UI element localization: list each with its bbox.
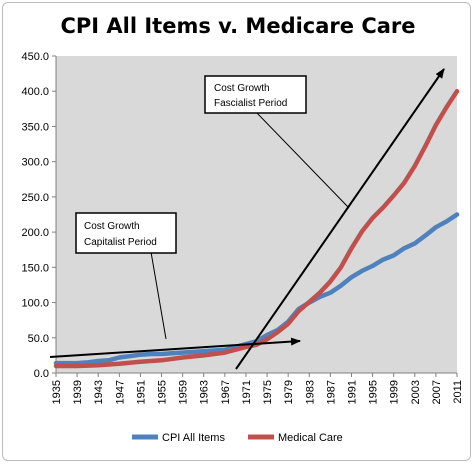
capitalist-trend-arrow xyxy=(49,337,301,358)
x-tick-label: 1935 xyxy=(51,380,63,404)
x-tick-label: 1955 xyxy=(157,380,169,404)
x-tick-label: 1995 xyxy=(368,380,380,404)
x-tick-label: 2011 xyxy=(452,380,464,404)
capitalist-callout-line1: Cost Growth xyxy=(84,221,140,232)
capitalist-callout-pointer xyxy=(150,251,167,340)
y-tick-label: 450.0 xyxy=(21,51,49,63)
legend-label-cpi: CPI All Items xyxy=(162,432,225,444)
x-tick-label: 1979 xyxy=(283,380,295,404)
y-tick-label: 50.0 xyxy=(28,333,49,345)
legend: CPI All Items Medical Care xyxy=(132,432,343,444)
series-layer xyxy=(53,88,460,369)
x-tick-label: 1939 xyxy=(72,380,84,404)
fascialist-callout: Cost Growth Fascialist Period xyxy=(204,75,307,114)
x-tick-label: 2003 xyxy=(410,380,422,404)
fascialist-trend-arrow xyxy=(235,68,445,370)
y-tick-label: 150.0 xyxy=(21,262,49,274)
y-tick-label: 250.0 xyxy=(21,192,49,204)
series-line-cpi-all-items xyxy=(53,212,460,366)
x-tick-label: 1983 xyxy=(304,380,316,404)
x-tick-label: 1951 xyxy=(135,380,147,404)
x-tick-label: 1963 xyxy=(199,380,211,404)
fascialist-callout-line1: Cost Growth xyxy=(214,83,270,94)
y-tick-label: 350.0 xyxy=(21,121,49,133)
y-tick-label: 100.0 xyxy=(21,298,49,310)
x-tick-label: 1999 xyxy=(389,380,401,404)
y-tick-label: 200.0 xyxy=(21,227,49,239)
fascialist-callout-pointer xyxy=(255,111,350,209)
x-axis-ticks: 1935 1939 1943 1947 1951 1955 1959 1963 1967 1971… xyxy=(51,373,464,404)
capitalist-callout: Cost Growth Capitalist Period xyxy=(75,212,177,254)
y-tick-label: 400.0 xyxy=(21,86,49,98)
series-line-medical-care xyxy=(53,88,460,369)
capitalist-callout-line2: Capitalist Period xyxy=(84,237,157,248)
x-tick-label: 1975 xyxy=(262,380,274,404)
fascialist-callout-line2: Fascialist Period xyxy=(214,98,287,109)
x-tick-label: 1967 xyxy=(220,380,232,404)
y-tick-label: 300.0 xyxy=(21,157,49,169)
x-tick-label: 1971 xyxy=(241,380,253,404)
legend-label-medical: Medical Care xyxy=(278,432,343,444)
x-tick-label: 1959 xyxy=(178,380,190,404)
y-tick-label: 0.0 xyxy=(34,368,49,380)
x-tick-label: 2007 xyxy=(431,380,443,404)
y-axis-ticks: 0.0 50.0 100.0 150.0 200.0 250.0 300.0 350.0 400… xyxy=(21,51,56,380)
x-tick-label: 1943 xyxy=(93,380,105,404)
x-tick-label: 1991 xyxy=(346,380,358,404)
x-tick-label: 1947 xyxy=(114,380,126,404)
chart-title: CPI All Items v. Medicare Care xyxy=(60,14,415,38)
x-tick-label: 1987 xyxy=(325,380,337,404)
